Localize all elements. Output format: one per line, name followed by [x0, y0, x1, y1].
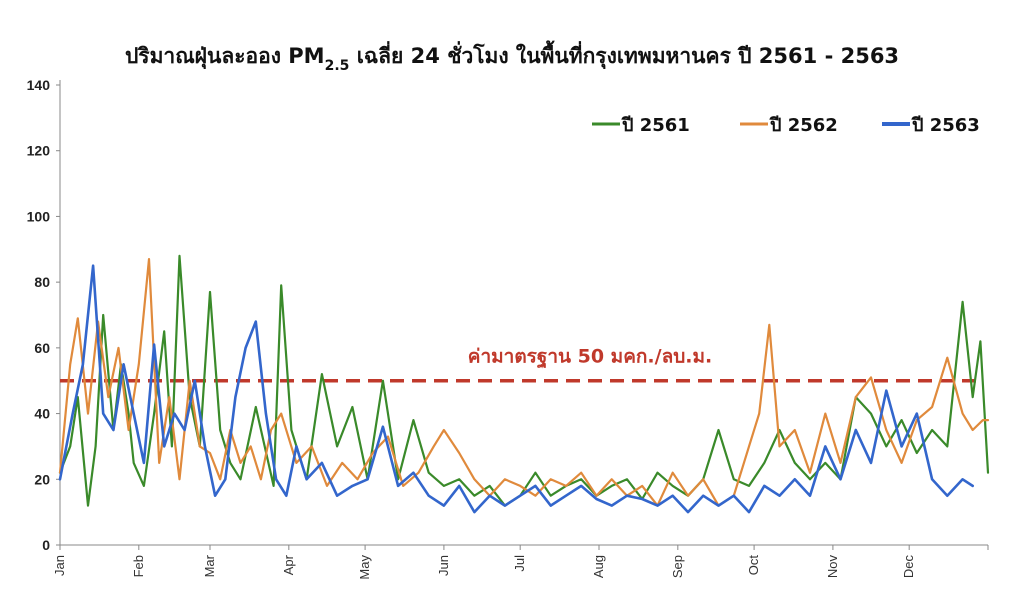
x-tick-label: Jun — [436, 555, 451, 576]
standard-label: ค่ามาตรฐาน 50 มคก./ลบ.ม. — [468, 346, 713, 370]
legend-label-1: ปี 2562 — [769, 115, 838, 136]
x-tick-label: Nov — [825, 555, 840, 579]
x-tick-label: May — [357, 555, 372, 580]
y-tick-label: 20 — [34, 471, 50, 487]
x-tick-label: Dec — [901, 555, 916, 579]
y-tick-label: 0 — [42, 537, 50, 553]
y-tick-label: 40 — [34, 406, 50, 422]
series-line-1 — [58, 258, 990, 507]
chart-title: ปริมาณฝุ่นละออง PM2.5 เฉลี่ย 24 ชั่วโมง … — [125, 40, 899, 74]
series-line-2 — [58, 264, 974, 514]
legend-label-0: ปี 2561 — [621, 115, 690, 136]
standard-line-group: ค่ามาตรฐาน 50 มคก./ลบ.ม. — [60, 346, 980, 383]
x-tick-label: Sep — [670, 555, 685, 578]
legend: ปี 2561 ปี 2562 ปี 2563 — [592, 115, 980, 136]
y-axis: 0 20 40 60 80 100 120 140 — [27, 77, 61, 553]
legend-label-2: ปี 2563 — [911, 115, 980, 136]
x-tick-label: Jul — [512, 555, 527, 572]
y-tick-label: 120 — [27, 143, 51, 159]
x-tick-label: Aug — [591, 555, 606, 578]
x-tick-label: Apr — [281, 554, 296, 575]
y-tick-label: 80 — [34, 274, 50, 290]
chart-title-main: ปริมาณฝุ่นละออง PM — [125, 44, 325, 70]
x-tick-label: Mar — [202, 554, 217, 577]
y-tick-label: 140 — [27, 77, 51, 93]
y-tick-label: 60 — [34, 340, 50, 356]
chart-title-subscript: 2.5 — [325, 58, 350, 74]
series-line-0 — [58, 254, 990, 507]
x-tick-label: Jan — [52, 555, 67, 576]
series-layer — [58, 254, 990, 514]
chart-title-rest: เฉลี่ย 24 ชั่วโมง ในพื้นที่กรุงเทพมหานคร… — [349, 40, 899, 70]
y-tick-label: 100 — [27, 208, 51, 224]
x-tick-label: Oct — [746, 555, 761, 576]
x-tick-label: Feb — [131, 555, 146, 577]
x-axis: Jan Feb Mar Apr May Jun Jul Aug Sep Oct Nov Dec — [52, 544, 989, 580]
